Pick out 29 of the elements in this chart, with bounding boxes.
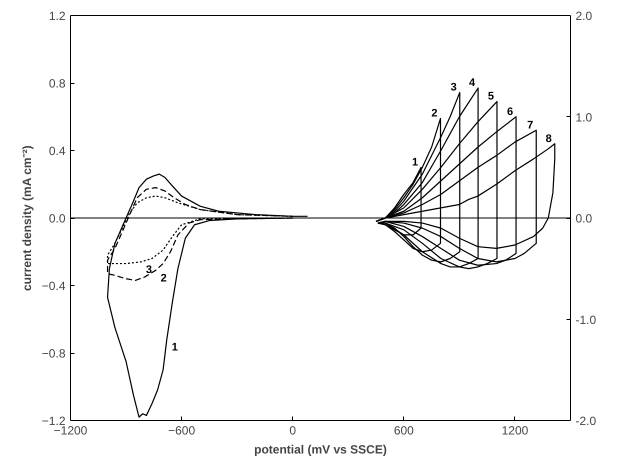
- y2-tick-label: 2.0: [576, 9, 593, 23]
- y2-tick-label: -1.0: [576, 312, 597, 327]
- y-tick-label: 1.2: [48, 9, 66, 23]
- annotation: 1: [412, 156, 418, 168]
- x-axis-title: potential (mV vs SSCE): [254, 442, 387, 456]
- x-tick-label: 1200: [502, 424, 529, 438]
- y2-tick-label: -2.0: [576, 414, 597, 428]
- y-axis-title: current density (mA cm⁻²): [20, 145, 34, 292]
- x-tick-label: −1200: [54, 424, 88, 438]
- annotation: 1: [172, 342, 178, 354]
- annotation: 3: [450, 81, 457, 94]
- annotation: 5: [488, 90, 494, 103]
- x-tick-label: −600: [168, 424, 196, 438]
- y-tick-label: −0.4: [42, 279, 66, 293]
- x-tick-label: 600: [394, 424, 414, 438]
- annotation: 2: [160, 272, 167, 284]
- x-tick-label: 0: [289, 424, 296, 438]
- y2-tick-label: 0.0: [576, 212, 593, 226]
- y-tick-label: 0.4: [48, 144, 66, 158]
- annotation: 2: [431, 107, 438, 120]
- annotation: 3: [146, 264, 152, 276]
- y-tick-label: −0.8: [42, 346, 66, 360]
- y2-tick-label: 1.0: [576, 110, 593, 124]
- y-tick-label: 0.0: [48, 212, 66, 226]
- y-tick-label: 0.8: [48, 76, 66, 90]
- annotation: 4: [468, 77, 476, 90]
- annotation: 7: [527, 119, 534, 132]
- annotation: 6: [506, 106, 514, 118]
- annotation: 8: [546, 132, 552, 145]
